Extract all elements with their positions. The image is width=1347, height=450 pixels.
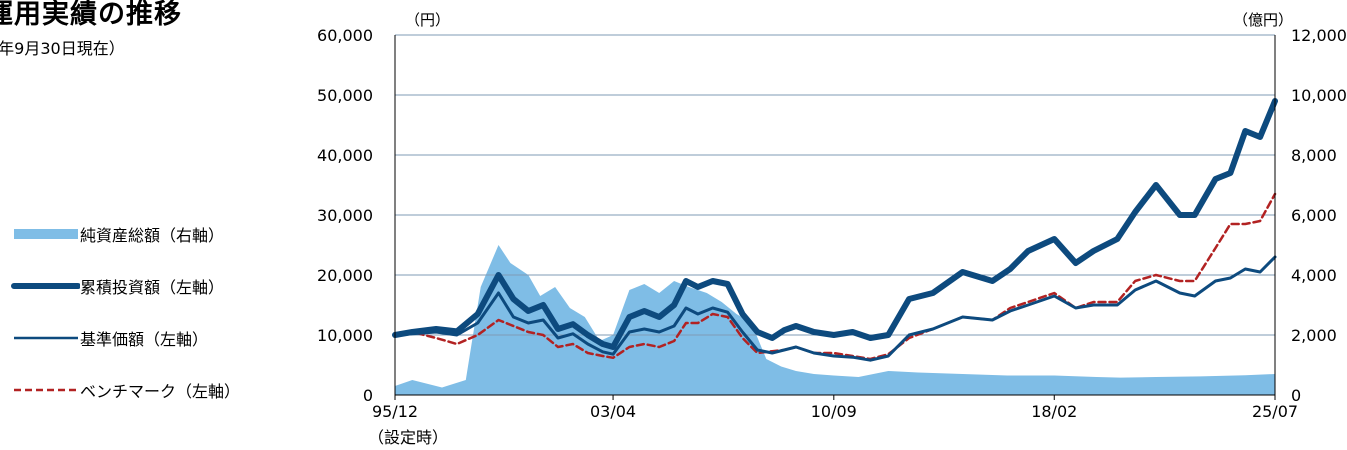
y-left-tick-label: 0 bbox=[363, 386, 373, 405]
right-axis-unit: （億円） bbox=[1233, 11, 1293, 29]
y-right-tick-label: 6,000 bbox=[1291, 206, 1337, 225]
y-right-tick-label: 0 bbox=[1291, 386, 1301, 405]
left-axis-unit: （円） bbox=[405, 11, 450, 29]
y-left-tick-label: 50,000 bbox=[317, 86, 373, 105]
x-tick-label: 25/07 bbox=[1252, 402, 1298, 421]
line-series-layer bbox=[392, 98, 1278, 362]
y-right-tick-label: 8,000 bbox=[1291, 146, 1337, 165]
y-right-tick-label: 12,000 bbox=[1291, 26, 1347, 45]
series-line-cumulative-investment bbox=[392, 98, 1278, 350]
label-layer: 0 10,000 20,000 30,000 40,000 50,000 60,000 0 2,… bbox=[317, 11, 1347, 447]
legend-label: ベンチマーク（左軸） bbox=[80, 382, 241, 401]
x-tick-label: 18/02 bbox=[1031, 402, 1077, 421]
x-first-label-note: （設定時） bbox=[368, 428, 448, 447]
legend-label: 純資産総額（右軸） bbox=[80, 226, 225, 245]
legend-label: 累積投資額（左軸） bbox=[80, 278, 225, 297]
y-left-tick-label: 40,000 bbox=[317, 146, 373, 165]
legend-label: 基準価額（左軸） bbox=[80, 330, 209, 349]
series-area-net-assets bbox=[395, 245, 1275, 395]
net-assets-area-layer bbox=[395, 245, 1275, 395]
y-left-tick-label: 10,000 bbox=[317, 326, 373, 345]
x-tick-label: 10/09 bbox=[811, 402, 857, 421]
legend-item-benchmark: ベンチマーク（左軸） bbox=[10, 378, 240, 402]
y-right-tick-label: 4,000 bbox=[1291, 266, 1337, 285]
y-right-tick-label: 10,000 bbox=[1291, 86, 1347, 105]
x-tick-label: 03/04 bbox=[590, 402, 636, 421]
y-right-tick-label: 2,000 bbox=[1291, 326, 1337, 345]
y-left-tick-label: 60,000 bbox=[317, 26, 373, 45]
y-left-tick-label: 20,000 bbox=[317, 266, 373, 285]
legend-swatch-thick-line bbox=[11, 283, 80, 289]
page-title: 運用実績の推移 bbox=[0, 0, 182, 30]
legend-swatch-area bbox=[14, 229, 78, 239]
y-left-tick-label: 30,000 bbox=[317, 206, 373, 225]
legend-item-nav: 基準価額（左軸） bbox=[10, 326, 208, 350]
as-of-date: 5年9月30日現在） bbox=[0, 39, 125, 58]
legend-item-net-assets: 純資産総額（右軸） bbox=[10, 222, 224, 246]
axis-layer bbox=[394, 35, 1276, 400]
legend-swatch-thin-line bbox=[14, 336, 78, 340]
x-tick-label: 95/12 bbox=[372, 402, 418, 421]
series-line-nav bbox=[393, 255, 1277, 362]
legend-item-cumulative-investment: 累積投資額（左軸） bbox=[10, 274, 224, 298]
